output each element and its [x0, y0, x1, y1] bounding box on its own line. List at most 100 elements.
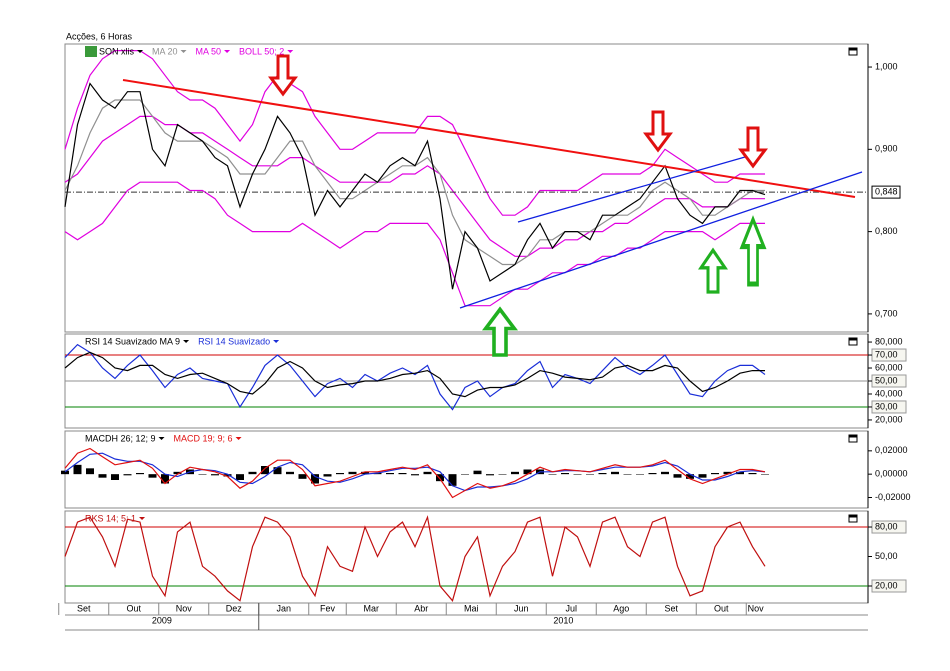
panel: 80,000 60,000 40,000 20,000 70,00 50,00 30,00 R…	[64, 333, 907, 429]
histogram-bar	[361, 471, 369, 475]
histogram-bar	[548, 474, 557, 475]
histogram-bar	[661, 471, 669, 475]
x-tick-label: Jan	[276, 603, 291, 613]
histogram-bar	[161, 474, 169, 484]
histogram-bar	[698, 474, 707, 478]
panel: 0,02000 0,00000 -0,02000 MACDH 26; 12; 9 MAC…	[61, 430, 911, 509]
legend-label: BOLL 50; 2	[239, 46, 284, 56]
legend-dropdown	[273, 340, 280, 343]
up-arrow	[739, 215, 767, 287]
histogram-bar	[136, 473, 144, 475]
legend-label: MACDH 26; 12; 9	[85, 433, 156, 443]
close-box	[848, 434, 858, 443]
histogram-bar	[748, 473, 757, 475]
histogram-bar	[148, 474, 157, 478]
panel: 50,00 80,00 20,00 RKS 14; 5; 1	[64, 510, 907, 604]
histogram-bar	[711, 473, 719, 475]
panel: 1,000 0,900 0,800 0,700 0,848 SON xlis MA 20 MA…	[64, 43, 901, 333]
histogram-bar	[598, 473, 607, 475]
histogram-bar	[223, 474, 232, 477]
legend-dropdown	[137, 50, 144, 53]
reference-label: 30,00	[875, 401, 898, 411]
panels: 1,000 0,900 0,800 0,700 0,848 SON xlis MA 20 MA…	[61, 43, 911, 604]
legend-label: RSI 14 Suavizado	[198, 336, 270, 346]
x-tick-label: Nov	[176, 603, 193, 613]
legend-label: RSI 14 Suavizado MA 9	[85, 336, 180, 346]
time-axis: Set Out Nov Dez Jan Fev Mar Abr Mai Jun Jul Ago Set O…	[58, 603, 868, 631]
histogram-bar	[611, 471, 619, 475]
histogram-bar	[511, 471, 519, 475]
histogram-bar	[311, 474, 319, 484]
legend-label: MA 50	[196, 46, 222, 56]
histogram-bar	[461, 474, 469, 475]
y-tick-label: 0,700	[875, 308, 898, 318]
histogram-bar	[411, 474, 419, 476]
reference-label: 20,00	[875, 580, 898, 590]
histogram-bar	[173, 471, 182, 475]
y-tick-label: 0,02000	[875, 445, 908, 455]
reference-label: 80,00	[875, 521, 898, 531]
legend-label: SON xlis	[99, 46, 135, 56]
histogram-bar	[86, 468, 94, 475]
histogram-bar	[323, 474, 332, 477]
reference-label: 70,00	[875, 349, 898, 359]
histogram-bar	[623, 474, 632, 475]
histogram-bar	[436, 474, 444, 482]
histogram-bar	[336, 473, 344, 475]
close-box	[848, 514, 858, 523]
y-tick-label: -0,02000	[875, 492, 911, 502]
year-label: 2009	[152, 615, 172, 625]
up-arrow	[481, 306, 519, 357]
histogram-bar	[123, 474, 132, 476]
histogram-bar	[736, 471, 744, 475]
y-tick-label: 0,800	[875, 226, 898, 236]
series-line	[64, 515, 766, 602]
x-tick-label: Out	[714, 603, 729, 613]
histogram-bar	[298, 474, 307, 479]
last-price-box	[871, 185, 901, 199]
histogram-bar	[398, 473, 407, 475]
x-tick-label: Set	[77, 603, 91, 613]
histogram-bar	[423, 471, 432, 475]
chart-title: Acções, 6 Horas	[66, 31, 133, 41]
channel-upper-line	[517, 154, 753, 223]
histogram-bar	[61, 470, 69, 475]
y-tick-label: 0,900	[875, 144, 898, 154]
legend-label: MACD 19; 9; 6	[174, 433, 233, 443]
x-tick-label: Fev	[320, 603, 336, 613]
histogram-bar	[636, 474, 644, 475]
histogram-bar	[673, 474, 682, 478]
x-tick-label: Abr	[414, 603, 428, 613]
annotations	[122, 54, 863, 357]
x-tick-label: Jun	[514, 603, 529, 613]
histogram-bar	[523, 469, 532, 475]
down-arrow	[643, 110, 673, 153]
up-arrow	[698, 247, 728, 294]
histogram-bar	[561, 473, 569, 475]
x-tick-label: Mar	[364, 603, 380, 613]
x-tick-label: Mai	[464, 603, 479, 613]
y-tick-label: 0,00000	[875, 469, 908, 479]
histogram-bar	[286, 471, 294, 475]
panel-frame	[64, 510, 869, 604]
series-line	[64, 82, 766, 290]
histogram-bar	[273, 467, 282, 475]
legend-label: RKS 14; 5; 1	[85, 513, 136, 523]
last-price-label: 0,848	[875, 186, 898, 196]
close-box	[848, 47, 858, 56]
histogram-bar	[98, 474, 107, 478]
channel-lower-line	[459, 171, 863, 309]
histogram-bar	[473, 470, 482, 475]
y-tick-label: 60,000	[875, 362, 903, 372]
histogram-bar	[348, 471, 357, 475]
histogram-bar	[723, 471, 732, 475]
histogram-bar	[111, 474, 119, 480]
down-arrow	[738, 126, 768, 169]
reference-label: 50,00	[875, 375, 898, 385]
histogram-bar	[236, 474, 244, 480]
symbol-icon	[85, 46, 97, 57]
histogram-bar	[648, 473, 657, 475]
histogram-bar	[498, 474, 507, 475]
histogram-bar	[448, 474, 457, 486]
